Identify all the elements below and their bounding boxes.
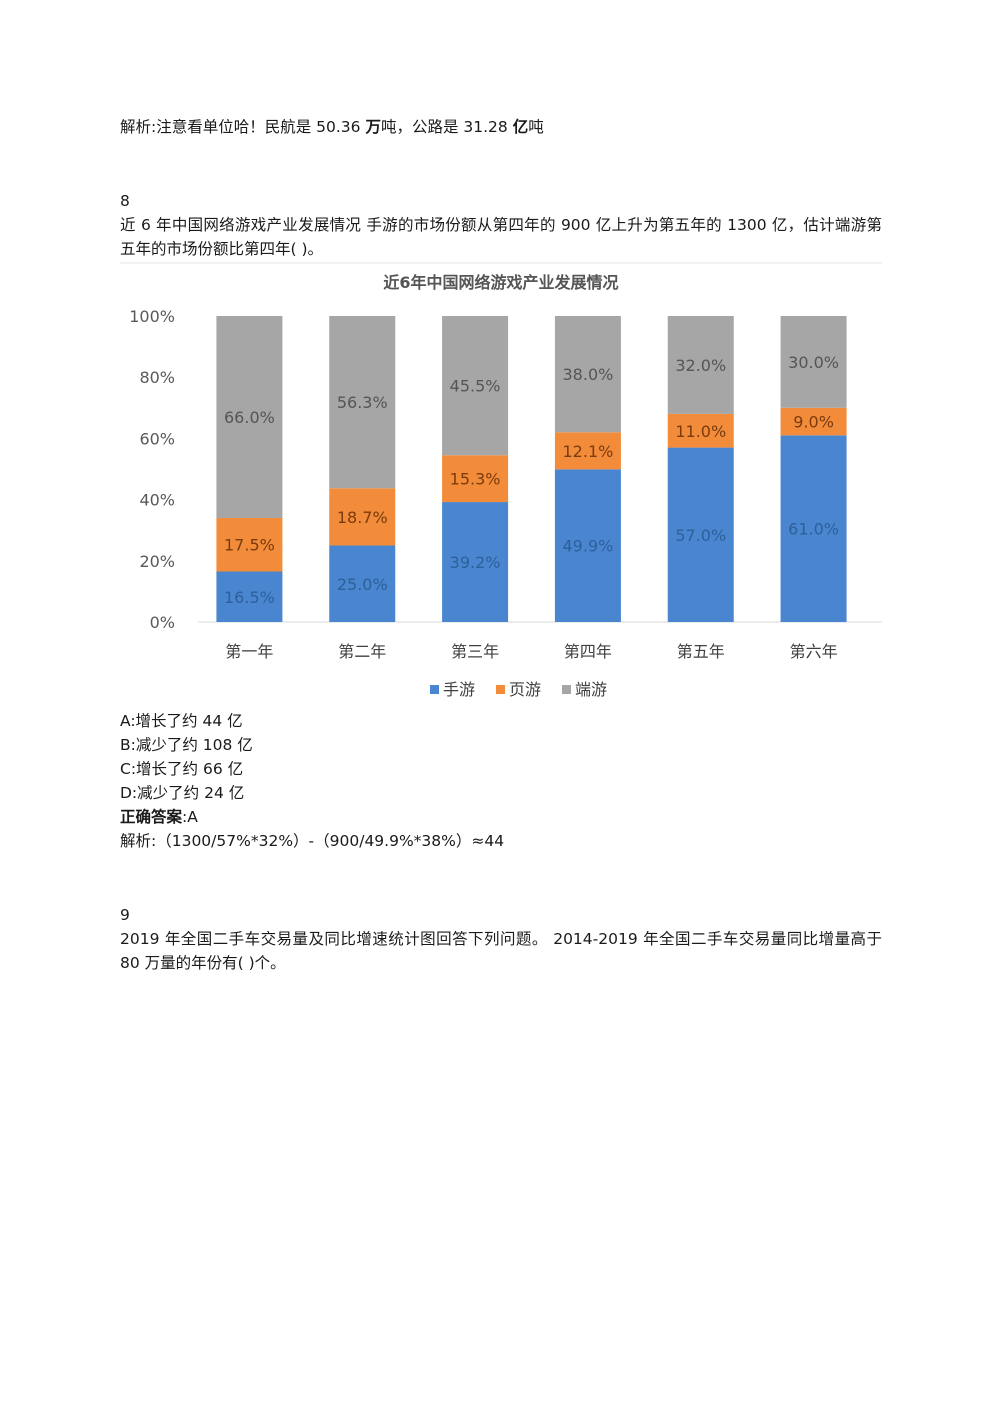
bar-segment-手游	[329, 545, 396, 622]
chart-svg: 近6年中国网络游戏产业发展情况 0% 20% 40% 60% 80% 100% 16.5% 17…	[120, 262, 882, 699]
bar-segment-页游	[216, 517, 283, 572]
data-label: 57.0%	[675, 526, 726, 545]
data-label: 18.7%	[337, 508, 388, 527]
bar-segment-手游	[667, 447, 734, 622]
x-tick-label: 第二年	[338, 642, 386, 661]
legend-swatch	[430, 685, 439, 694]
question-9-text: 2019 年全国二手车交易量及同比增速统计图回答下列问题。 2014-2019 …	[120, 930, 882, 972]
stacked-bar-chart: 近6年中国网络游戏产业发展情况 0% 20% 40% 60% 80% 100% 16.5% 17…	[120, 262, 882, 707]
data-label: 12.1%	[563, 442, 614, 461]
bar-segment-手游	[780, 435, 847, 622]
question-8-number: 8	[120, 192, 130, 210]
y-tick-label: 0%	[150, 613, 175, 632]
data-label: 32.0%	[675, 356, 726, 375]
option-d: D:减少了约 24 亿	[120, 784, 245, 802]
x-tick-label: 第一年	[225, 642, 273, 661]
option-b: B:减少了约 108 亿	[120, 736, 253, 754]
question-8-analysis: 解析:（1300/57%*32%）-（900/49.9%*38%）≈44	[120, 832, 505, 850]
option-a: A:增长了约 44 亿	[120, 712, 243, 730]
bar-segment-端游	[554, 316, 621, 433]
x-tick-label: 第六年	[790, 642, 838, 661]
unit-wan: 万	[365, 118, 381, 136]
data-label: 49.9%	[563, 537, 614, 556]
x-tick-label: 第四年	[564, 642, 612, 661]
bar-segment-端游	[216, 316, 283, 518]
bar-segment-端游	[667, 316, 734, 414]
legend-swatch	[496, 685, 505, 694]
y-tick-label: 40%	[139, 491, 175, 510]
analysis-mid: 吨，公路是 31.28	[380, 118, 513, 136]
bar-segment-端游	[780, 316, 847, 408]
answer-label: 正确答案	[120, 808, 183, 826]
data-label: 16.5%	[224, 588, 275, 607]
data-label: 39.2%	[450, 553, 501, 572]
data-label: 17.5%	[224, 536, 275, 555]
legend-swatch	[562, 685, 571, 694]
y-tick-label: 20%	[139, 552, 175, 571]
bar-segment-手游	[554, 469, 621, 622]
legend-label: 端游	[575, 680, 607, 699]
previous-analysis: 解析:注意看单位哈！民航是 50.36 万吨，公路是 31.28 亿吨	[120, 115, 544, 139]
option-c: C:增长了约 66 亿	[120, 760, 244, 778]
bar-segment-页游	[554, 432, 621, 470]
data-label: 45.5%	[450, 377, 501, 396]
data-label: 38.0%	[563, 365, 614, 384]
x-tick-label: 第五年	[677, 642, 725, 661]
analysis-prefix: 解析:注意看单位哈！民航是 50.36	[120, 118, 366, 136]
bar-segment-页游	[780, 407, 847, 436]
bar-segment-页游	[329, 488, 396, 546]
chart-title: 近6年中国网络游戏产业发展情况	[383, 273, 618, 292]
correct-answer: 正确答案:A	[120, 805, 198, 829]
data-label: 56.3%	[337, 393, 388, 412]
bar-segment-手游	[216, 571, 283, 622]
bar-segment-端游	[442, 316, 509, 456]
bar-segment-手游	[442, 502, 509, 622]
x-tick-label: 第三年	[451, 642, 499, 661]
data-label: 15.3%	[450, 470, 501, 489]
unit-yi: 亿	[512, 118, 529, 136]
analysis-suffix: 吨	[528, 118, 544, 136]
question-9-number: 9	[120, 906, 130, 924]
answer-value: :A	[182, 808, 198, 826]
bar-segment-页游	[667, 413, 734, 448]
y-tick-label: 100%	[129, 307, 175, 326]
question-8-text: 近 6 年中国网络游戏产业发展情况 手游的市场份额从第四年的 900 亿上升为第…	[120, 216, 882, 258]
legend-label: 页游	[509, 680, 541, 699]
y-tick-label: 60%	[139, 429, 175, 448]
data-label: 11.0%	[675, 422, 726, 441]
y-tick-label: 80%	[139, 368, 175, 387]
data-label: 9.0%	[793, 413, 834, 432]
data-label: 30.0%	[788, 353, 839, 372]
bar-segment-页游	[442, 455, 509, 503]
data-label: 61.0%	[788, 520, 839, 539]
data-label: 66.0%	[224, 408, 275, 427]
legend-label: 手游	[443, 680, 475, 699]
bar-segment-端游	[329, 316, 396, 489]
data-label: 25.0%	[337, 575, 388, 594]
